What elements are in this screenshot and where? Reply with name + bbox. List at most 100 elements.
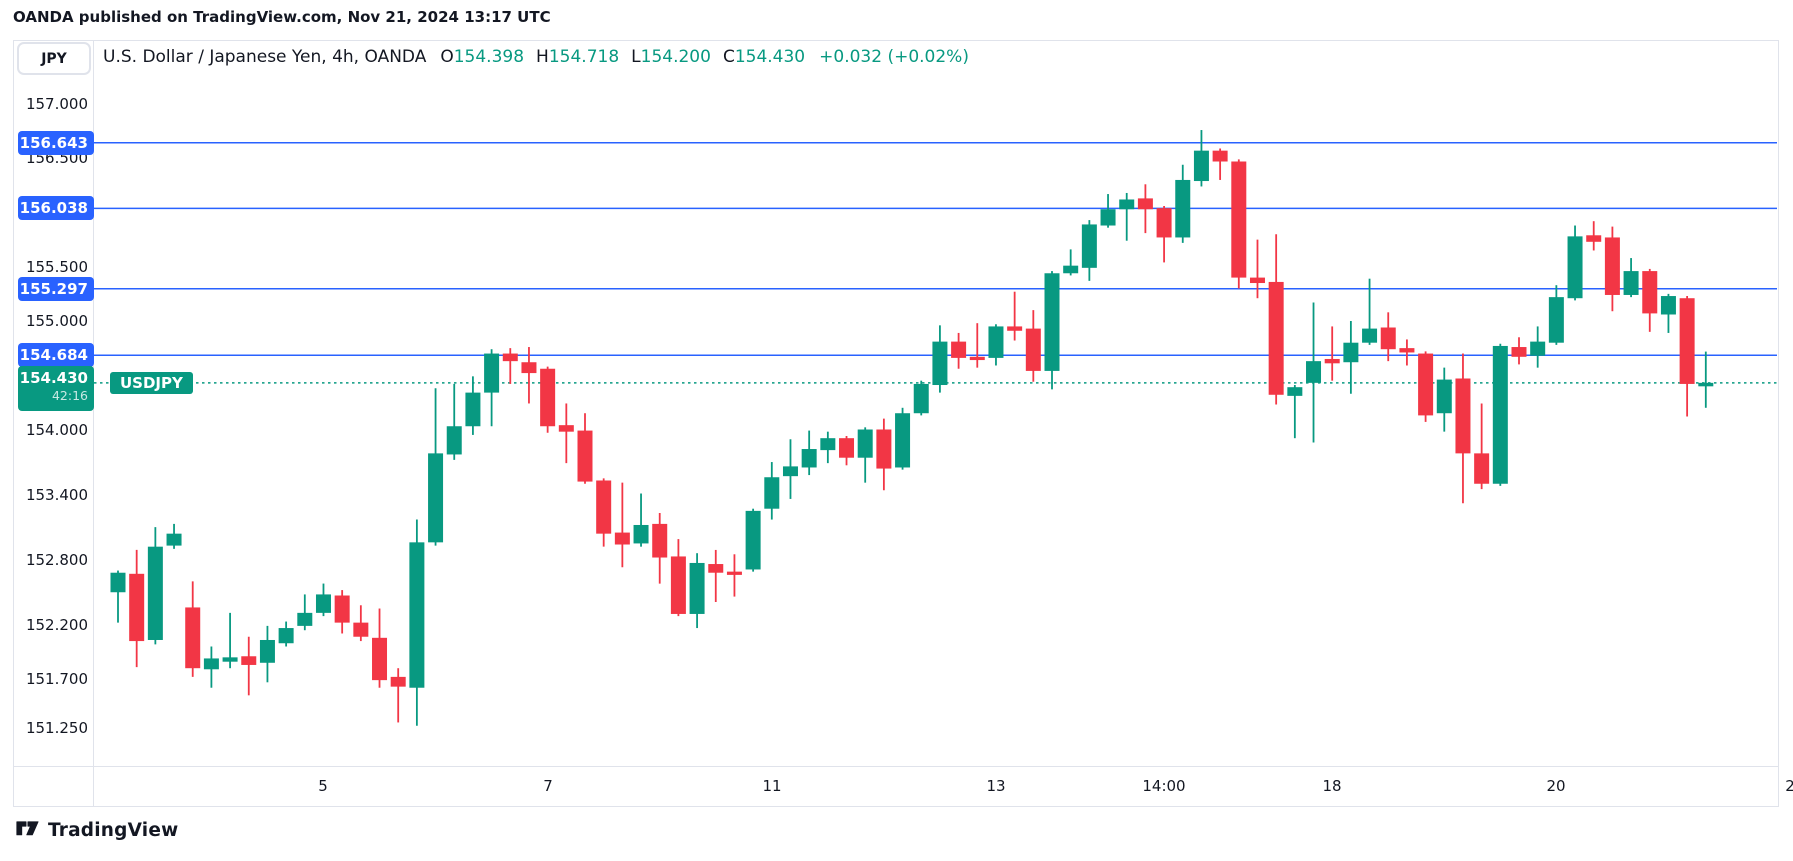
candle-body bbox=[951, 341, 967, 358]
ohlc-field-o: O154.398 bbox=[440, 47, 525, 67]
time-tick-label: 13 bbox=[986, 777, 1006, 795]
candle-body bbox=[297, 612, 313, 626]
candle-body bbox=[1530, 341, 1546, 356]
price-level-badge[interactable]: 155.297 bbox=[18, 276, 94, 301]
candle-body bbox=[895, 413, 911, 468]
candle-body bbox=[372, 637, 388, 681]
candle-body bbox=[409, 542, 425, 688]
candle-body bbox=[465, 392, 481, 427]
candle-body bbox=[1249, 277, 1265, 284]
candle-body bbox=[1081, 224, 1097, 268]
candle-body bbox=[932, 341, 948, 386]
candle-body bbox=[334, 595, 350, 623]
price-level-badge[interactable]: 156.038 bbox=[18, 196, 94, 221]
candle-body bbox=[1604, 237, 1620, 295]
price-tick-label: 151.700 bbox=[25, 670, 88, 689]
candle-body bbox=[708, 564, 724, 573]
candle-body bbox=[241, 656, 257, 665]
price-level-badge[interactable]: 156.643 bbox=[18, 130, 94, 155]
candle-body bbox=[1156, 208, 1172, 238]
tradingview-wordmark[interactable]: TradingView bbox=[48, 820, 179, 841]
ohlc-field-c: C154.430 bbox=[722, 47, 806, 67]
price-level-badge[interactable]: 154.684 bbox=[18, 343, 94, 368]
price-tick-label: 152.800 bbox=[25, 550, 88, 569]
candle-body bbox=[596, 480, 612, 534]
time-tick-label: 5 bbox=[318, 777, 328, 795]
candle-body bbox=[1212, 150, 1228, 162]
candle-body bbox=[857, 429, 873, 458]
publisher-attribution: OANDA published on TradingView.com, Nov … bbox=[13, 8, 551, 26]
price-tick-label: 152.200 bbox=[25, 615, 88, 634]
candle-body bbox=[558, 425, 574, 432]
time-tick-label: 20 bbox=[1546, 777, 1566, 795]
candle-body bbox=[1679, 298, 1695, 384]
candle-body bbox=[428, 453, 444, 543]
bar-countdown: 42:16 bbox=[51, 387, 88, 403]
candle-body bbox=[1324, 358, 1340, 364]
price-tick-label: 155.500 bbox=[25, 257, 88, 276]
candle-body bbox=[1007, 326, 1023, 331]
candle-body bbox=[1137, 198, 1153, 210]
chart-widget-border bbox=[13, 40, 1779, 807]
candle-body bbox=[1623, 271, 1639, 295]
ohlc-row: O154.398 H154.718 L154.200 C154.430 bbox=[440, 47, 817, 67]
candle-body bbox=[1025, 328, 1041, 371]
candle-body bbox=[1586, 235, 1602, 242]
candle-body bbox=[614, 532, 630, 545]
candle-body bbox=[876, 429, 892, 469]
time-axis-separator[interactable] bbox=[13, 766, 1779, 767]
price-axis-separator[interactable] bbox=[93, 40, 94, 806]
time-tick-label: 18 bbox=[1322, 777, 1342, 795]
candle-body bbox=[1044, 273, 1060, 371]
candle-body bbox=[1436, 379, 1452, 414]
candle-body bbox=[1362, 328, 1378, 343]
candle-body bbox=[670, 556, 686, 614]
chart-legend[interactable]: U.S. Dollar / Japanese Yen, 4h, OANDA O1… bbox=[103, 47, 969, 67]
candle-body bbox=[1660, 296, 1676, 315]
current-price-value: 154.430 bbox=[19, 368, 88, 387]
ohlc-field-h: H154.718 bbox=[536, 47, 620, 67]
candle-body bbox=[446, 426, 462, 455]
candle-body bbox=[203, 658, 219, 670]
chart-legend-title[interactable]: U.S. Dollar / Japanese Yen, 4h, OANDA bbox=[103, 47, 427, 67]
price-tick-label: 154.000 bbox=[25, 420, 88, 439]
tradingview-logo[interactable] bbox=[13, 818, 40, 843]
candle-body bbox=[1492, 345, 1508, 484]
candle-body bbox=[1119, 199, 1135, 210]
symbol-flag-label[interactable]: USDJPY bbox=[110, 371, 193, 394]
time-tick-label: 2 bbox=[1785, 777, 1793, 795]
footer: TradingView bbox=[13, 818, 178, 843]
candle-body bbox=[353, 622, 369, 637]
candle-body bbox=[1548, 297, 1564, 343]
ohlc-field-l: L154.200 bbox=[631, 47, 711, 67]
candle-body bbox=[1063, 265, 1079, 274]
candle-body bbox=[1418, 353, 1434, 416]
candle-body bbox=[1193, 150, 1209, 182]
candle-body bbox=[913, 383, 929, 414]
candle-body bbox=[1380, 327, 1396, 350]
candle-body bbox=[1455, 378, 1471, 454]
candle-body bbox=[502, 353, 518, 362]
candle-body bbox=[988, 326, 1004, 358]
candle-body bbox=[969, 356, 985, 361]
candle-body bbox=[1474, 453, 1490, 484]
candle-body bbox=[1511, 347, 1527, 357]
price-tick-label: 155.000 bbox=[25, 312, 88, 330]
candle-body bbox=[1698, 382, 1714, 387]
time-tick-label: 7 bbox=[543, 777, 553, 795]
candle-body bbox=[315, 594, 331, 613]
candle-body bbox=[745, 510, 761, 570]
candle-body bbox=[782, 466, 798, 477]
candle-body bbox=[726, 571, 742, 575]
time-tick-label: 14:00 bbox=[1142, 777, 1186, 795]
candle-body bbox=[577, 430, 593, 482]
candle-body bbox=[689, 562, 705, 614]
time-tick-label: 11 bbox=[762, 777, 782, 795]
symbol-button[interactable]: JPY bbox=[17, 42, 91, 75]
current-price-badge: 154.430 42:16 bbox=[18, 365, 94, 411]
candle-body bbox=[1100, 209, 1116, 226]
candle-body bbox=[390, 676, 406, 687]
candle-body bbox=[801, 449, 817, 468]
